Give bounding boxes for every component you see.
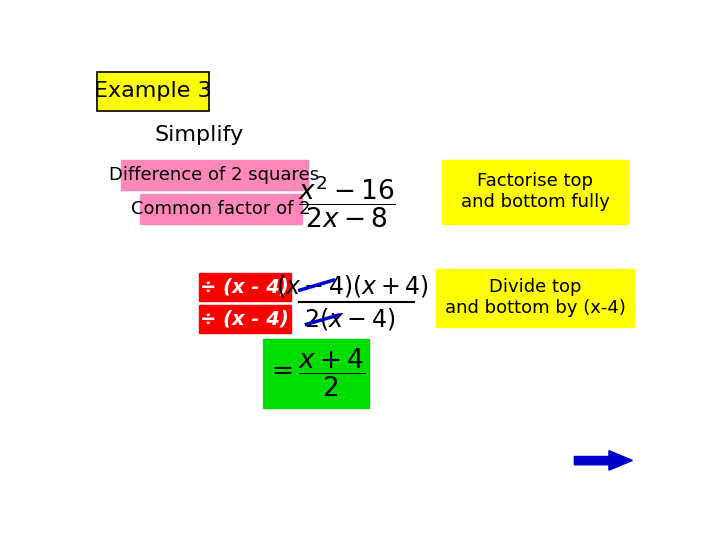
Text: ÷ (x - 4): ÷ (x - 4)	[200, 310, 289, 329]
Text: Difference of 2 squares: Difference of 2 squares	[109, 166, 319, 184]
Text: Divide top
and bottom by (x-4): Divide top and bottom by (x-4)	[444, 278, 626, 317]
FancyBboxPatch shape	[140, 194, 302, 224]
Text: Factorise top
and bottom fully: Factorise top and bottom fully	[461, 172, 609, 211]
Text: $(x-4)(x+4)$: $(x-4)(x+4)$	[276, 273, 428, 299]
FancyBboxPatch shape	[97, 72, 209, 111]
FancyBboxPatch shape	[199, 273, 291, 301]
FancyBboxPatch shape	[199, 305, 291, 333]
FancyBboxPatch shape	[121, 160, 307, 190]
Text: Simplify: Simplify	[154, 125, 243, 145]
Text: $=\dfrac{x+4}{2}$: $=\dfrac{x+4}{2}$	[266, 347, 366, 400]
FancyBboxPatch shape	[436, 268, 634, 327]
Text: ÷ (x - 4): ÷ (x - 4)	[200, 278, 289, 296]
Text: Example 3: Example 3	[94, 82, 212, 102]
Text: Common factor of 2: Common factor of 2	[131, 200, 311, 218]
Text: $2(x-4)$: $2(x-4)$	[304, 306, 395, 332]
Text: $\dfrac{x^2-16}{2x-8}$: $\dfrac{x^2-16}{2x-8}$	[297, 173, 396, 230]
FancyBboxPatch shape	[263, 339, 369, 408]
Polygon shape	[575, 451, 632, 470]
FancyBboxPatch shape	[441, 160, 629, 224]
